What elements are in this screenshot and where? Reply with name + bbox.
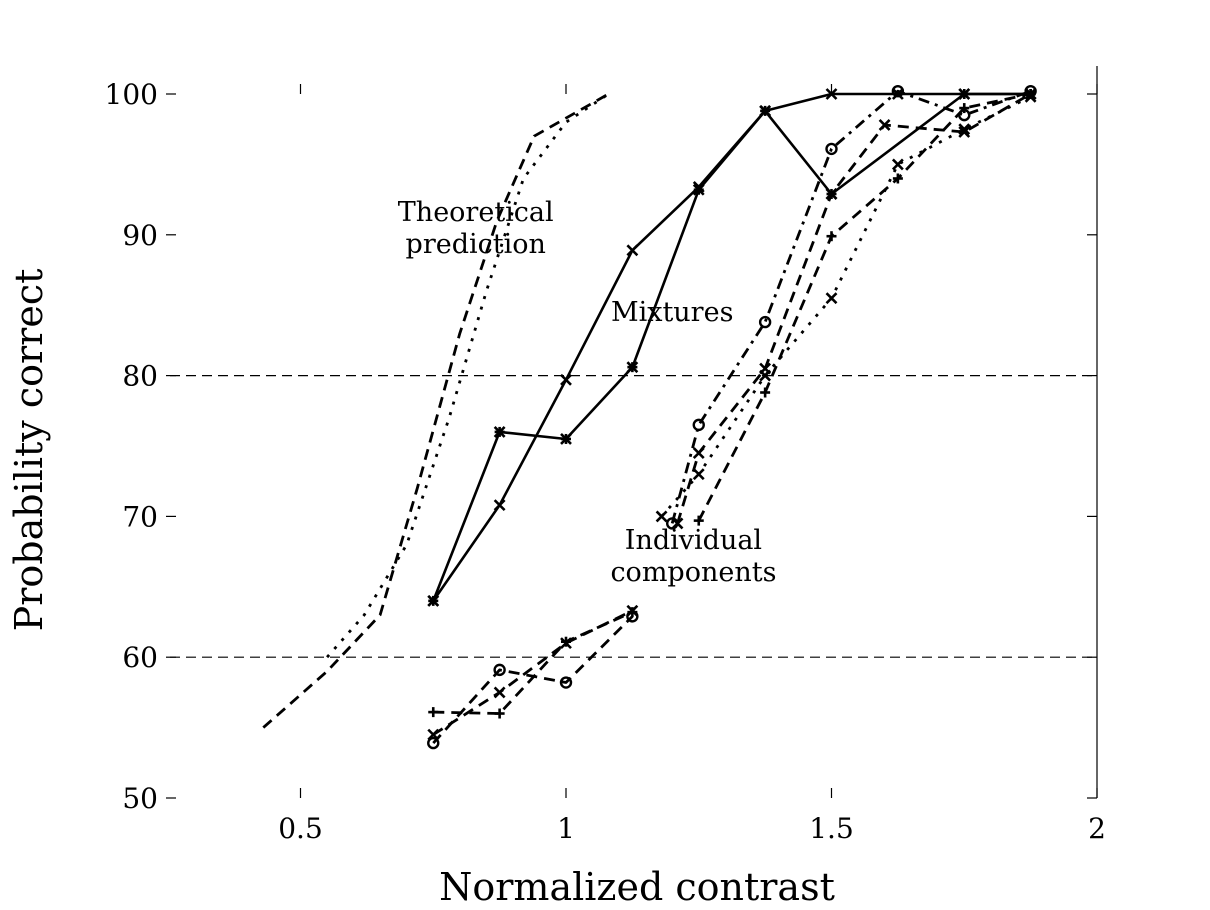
series-line-components [433,610,633,715]
data-point-components [892,173,903,184]
annotation-text: Individual [625,525,762,556]
data-point-mixtures [493,426,506,438]
reference-lines [170,375,1097,658]
data-point-components [427,736,440,750]
data-point-components [891,158,904,171]
data-point-mixtures [692,183,705,196]
series-line-components [670,89,1032,524]
data-point-mixtures [891,88,904,100]
y-tick-label: 100 [105,78,158,111]
series-line-theory [262,92,610,729]
data-point-mixtures [958,88,971,100]
data-point-components [494,708,505,719]
y-tick-label: 70 [122,500,158,533]
data-point-components [692,418,705,432]
data-point-components [958,126,971,138]
y-tick-label: 80 [122,360,158,393]
data-point-components [692,447,705,459]
series-line-components [432,609,634,736]
data-point-components [958,123,971,136]
x-tick-label: 1.5 [809,812,854,845]
x-ticks: 0.5 1 1.5 2 [278,84,1106,845]
data-point-mixtures [825,88,838,100]
x-tick-label: 0.5 [278,812,323,845]
data-point-mixtures [626,244,639,257]
y-axis-title: Probability correct [7,269,51,632]
data-point-components [428,707,439,718]
data-point-components [825,292,838,305]
data-point-mixtures [626,361,639,374]
data-point-components [825,142,838,156]
data-point-components [671,517,684,530]
data-point-components [758,315,772,329]
data-point-components [427,728,440,741]
annotation-text: components [610,557,776,588]
data-point-components [560,637,572,650]
y-ticks: 50 60 70 80 90 100 [105,78,1097,815]
data-point-components [493,663,506,677]
data-point-mixtures [560,433,572,445]
data-point-components [891,84,905,98]
series-line-components [432,615,634,745]
data-point-components [692,468,705,481]
y-tick-label: 50 [122,782,158,815]
data-point-components [655,510,668,523]
data-point-components [826,231,837,242]
data-point-components [759,369,772,382]
series-markers [427,84,1037,750]
data-point-components [626,604,639,617]
x-axis-title: Normalized contrast [439,865,835,909]
data-point-components [559,676,573,689]
data-point-mixtures [759,104,772,117]
data-point-components [825,188,838,200]
x-tick-label: 2 [1088,812,1106,845]
data-point-components [878,119,891,131]
series-line-components [697,92,1031,522]
x-tick-label: 1 [557,812,575,845]
annotation-text: prediction [406,229,546,260]
data-point-components [1024,90,1037,103]
data-point-components [959,103,970,114]
annotation-text: Mixtures [611,297,734,328]
data-point-mixtures [493,499,506,512]
y-tick-label: 60 [122,641,158,674]
annotation-text: Theoretical [398,197,554,228]
series-lines [262,89,1032,745]
y-tick-label: 90 [122,219,158,252]
data-point-mixtures [560,373,572,386]
data-point-components [693,515,704,526]
data-point-components [760,387,771,398]
data-point-components [493,686,506,699]
data-point-mixtures [427,594,440,607]
